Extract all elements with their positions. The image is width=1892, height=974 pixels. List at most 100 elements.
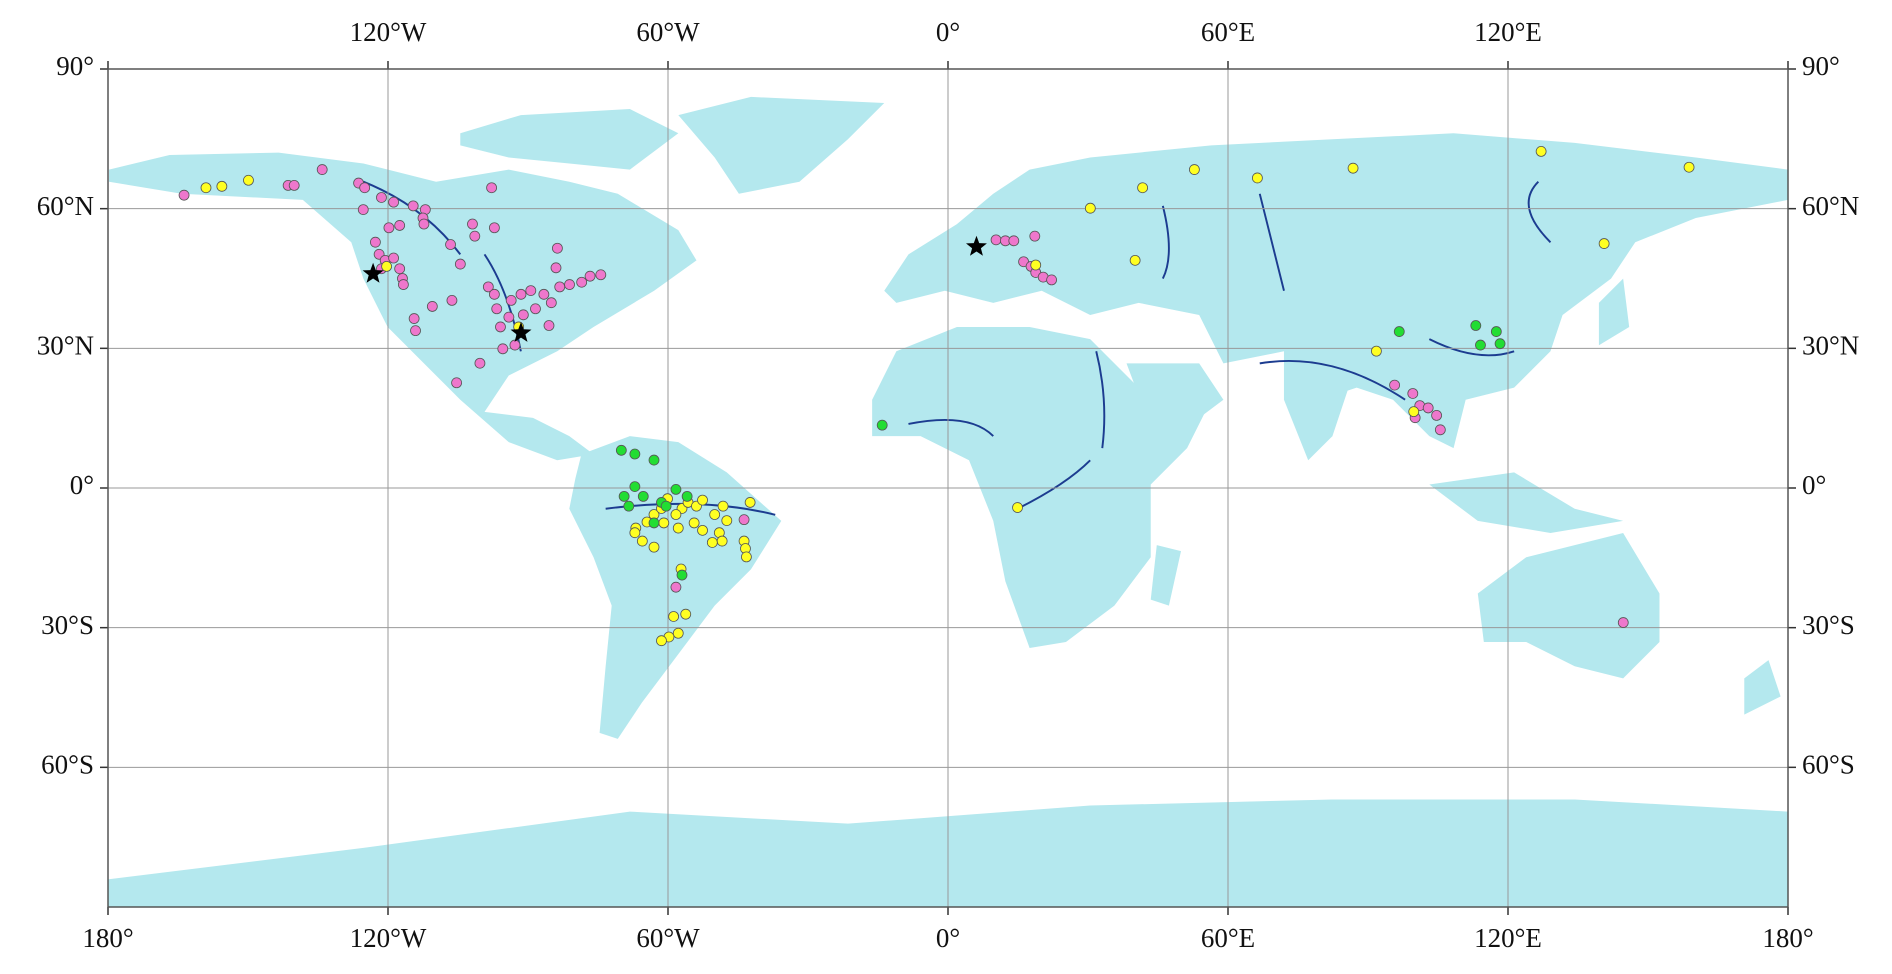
site-marker [681,490,693,502]
site-marker [670,581,682,593]
site-marker [517,309,529,321]
y-tick-label: 0° [70,470,94,500]
eurasia [884,133,1788,449]
site-marker [1084,202,1096,214]
site-marker [243,174,254,186]
site-marker [407,200,419,212]
site-marker [509,339,521,351]
site-marker [668,611,679,622]
site-marker [717,500,729,512]
site-marker [316,164,328,175]
site-marker [376,192,387,203]
y-tick-label: 60°S [41,750,94,780]
site-marker [482,281,494,293]
site-marker [636,535,648,547]
site-marker [505,294,517,306]
site-marker [618,490,630,502]
site-marker [623,500,635,512]
site-marker [503,311,515,323]
site-marker [454,258,466,270]
site-marker [629,527,641,539]
site-marker [1434,424,1446,436]
site-marker [1137,182,1148,194]
site-marker [741,551,752,563]
site-marker [1012,502,1023,513]
site-marker [552,242,563,254]
site-marker [648,541,660,553]
site-marker [554,281,566,293]
site-marker [1347,162,1359,174]
site-marker [497,343,509,355]
points [178,146,1695,647]
y-tick-label-right: 90° [1802,51,1840,81]
site-marker [615,444,627,456]
site-marker [394,220,406,231]
y-tick-label-right: 30°S [1802,610,1855,640]
site-marker [1490,326,1502,337]
site-marker [394,263,406,275]
site-marker [216,180,228,192]
site-marker [637,490,649,502]
site-marker [1494,338,1506,350]
site-marker [550,262,562,274]
x-tick-label: 0° [936,923,960,953]
site-marker [381,260,393,272]
y-tick-label: 60°N [37,191,94,221]
madagascar [1150,545,1182,606]
star-marker [966,235,987,256]
site-marker [1535,146,1547,157]
site-marker [474,357,486,369]
site-marker [672,627,684,639]
site-marker [1189,164,1200,175]
site-marker [697,494,708,506]
site-marker [525,285,537,297]
site-marker [706,537,718,548]
site-marker [397,279,409,290]
site-marker [629,481,641,493]
site-marker [670,509,682,520]
site-marker [990,234,1002,246]
site-marker [408,313,420,324]
site-marker [1371,345,1382,357]
x-tick-label: 120°W [350,923,427,953]
site-marker [383,222,395,234]
site-marker [680,608,692,620]
y-tick-label: 90° [56,51,94,81]
site-marker [709,509,721,520]
frame [107,68,1789,908]
site-marker [469,230,481,242]
site-marker [467,218,478,230]
greenland [678,96,885,194]
site-marker [1389,379,1400,391]
site-marker [1252,172,1263,184]
site-marker [388,196,400,208]
x-tick-label-top: 60°E [1201,17,1255,47]
site-marker [1470,320,1482,331]
site-marker [1029,230,1041,242]
y-tick-label-right: 0° [1802,470,1826,500]
site-marker [658,517,670,529]
axes: 180° 120°W 120°W 60°W 60°W 0° 0° 60°E 60°E 120°E 1… [37,17,1860,953]
site-marker [357,204,369,215]
x-tick-label-top: 0° [936,17,960,47]
site-marker [543,320,555,331]
site-marker [576,276,588,288]
site-marker [488,222,500,234]
site-marker [1598,238,1610,249]
site-marker [445,239,456,250]
y-tick-label-right: 30°N [1802,331,1859,361]
x-tick-label-top: 120°E [1474,17,1542,47]
site-marker [545,297,557,309]
site-marker [410,325,421,337]
site-marker [288,179,300,191]
site-marker [538,288,550,300]
site-marker [670,483,682,495]
site-marker [488,288,500,300]
site-marker [1046,274,1057,286]
site-marker [1475,339,1486,351]
site-marker [676,569,688,581]
site-marker [446,294,458,306]
site-marker [660,500,672,512]
site-marker [418,218,430,230]
north-america [109,152,697,461]
